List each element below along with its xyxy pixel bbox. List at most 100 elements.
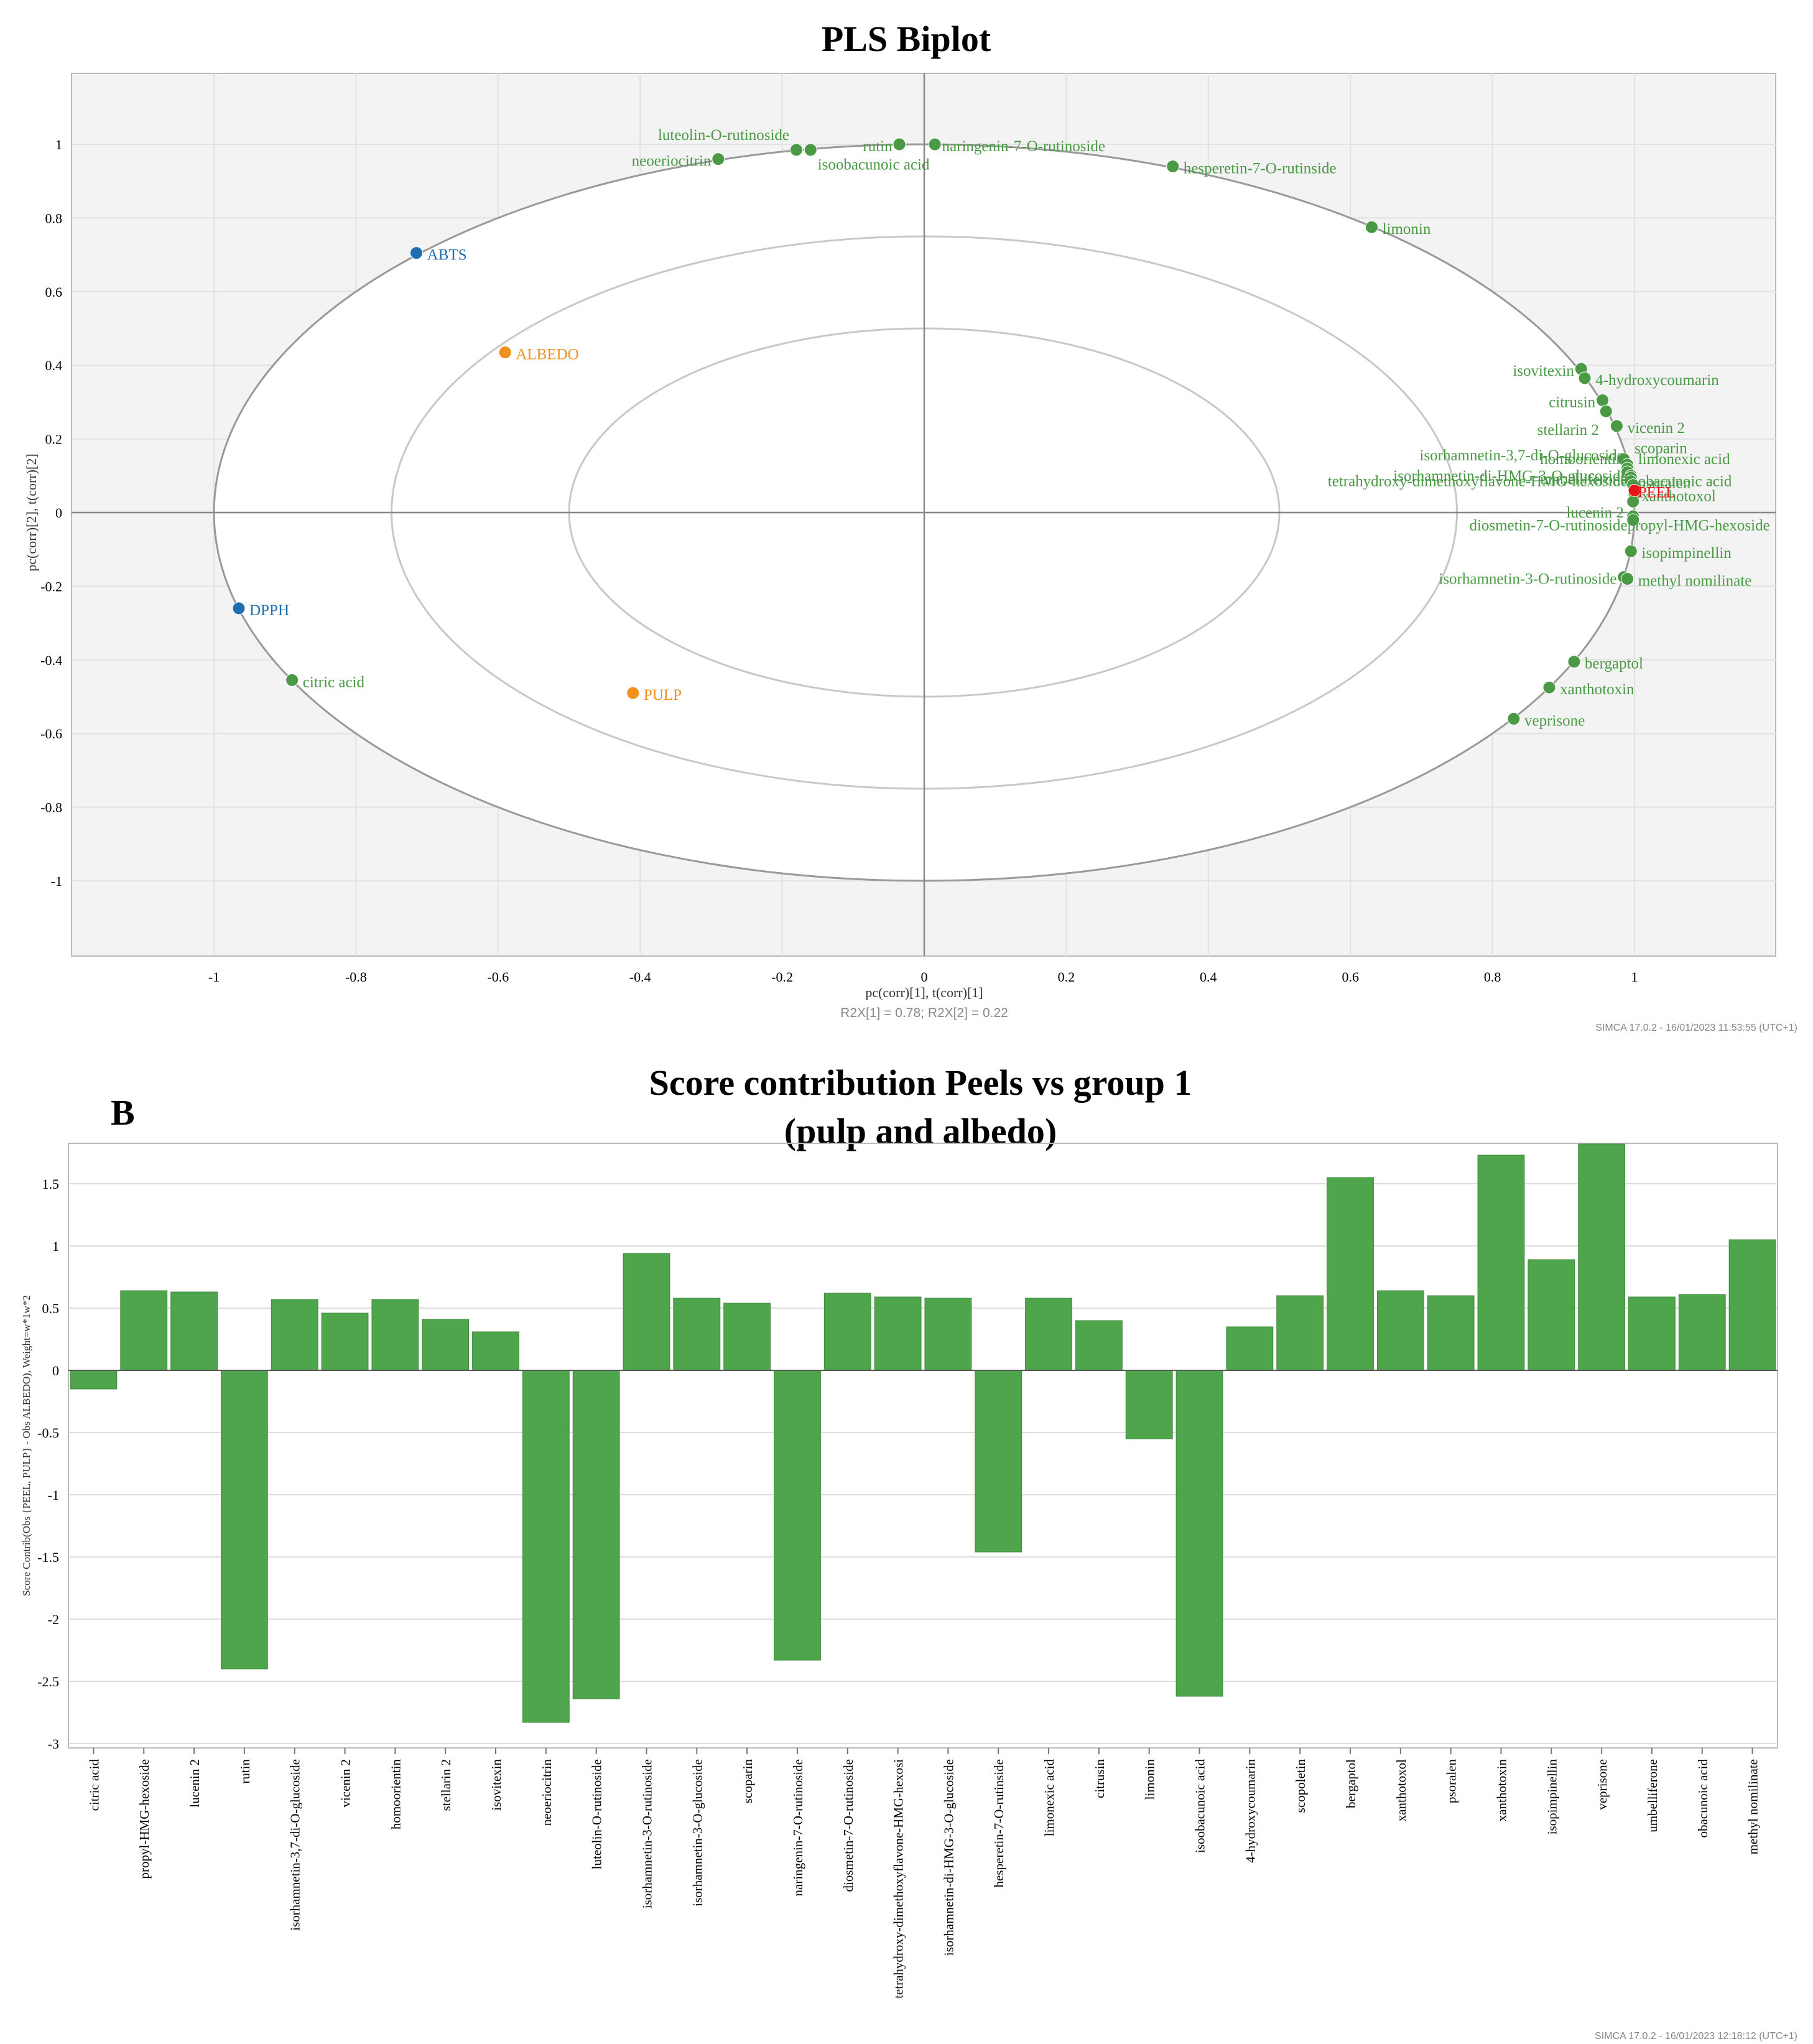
x-tick-label: isorhamnetin-3-O-rutinoside xyxy=(639,1759,654,1908)
x-tick-label: naringenin-7-O-rutinoside xyxy=(791,1759,805,1896)
bar-homoorientin xyxy=(371,1299,419,1371)
x-tick-label: 0.8 xyxy=(1484,969,1501,985)
x-tick-label: propyl-HMG-hexoside xyxy=(137,1759,152,1879)
y-tick-label: 0.4 xyxy=(45,358,63,373)
bar-isorhamnetin-3-o-glucoside xyxy=(673,1298,721,1371)
point-rutin xyxy=(893,137,906,151)
y-tick-label: -1.5 xyxy=(37,1549,59,1565)
panel-a-title: PLS Biplot xyxy=(822,19,991,59)
bar-isorhamnetin-di-hmg-3-o-glucoside xyxy=(924,1298,972,1371)
point-xanthotoxin xyxy=(1542,681,1556,694)
x-tick-label: -0.6 xyxy=(487,969,509,985)
x-tick-label: citrusin xyxy=(1092,1759,1107,1798)
y-tick-label: 0 xyxy=(55,505,62,521)
x-tick-label: xanthotoxin xyxy=(1494,1759,1509,1822)
x-tick-label: vicenin 2 xyxy=(338,1759,353,1808)
point-label: veprisone xyxy=(1524,712,1585,729)
point-methyl-nomilinate xyxy=(1621,572,1634,586)
point-label: limonin xyxy=(1383,221,1431,238)
bar-isopimpinellin xyxy=(1528,1259,1575,1371)
bar-umbelliferone xyxy=(1628,1296,1676,1371)
y-tick-label: -2.5 xyxy=(37,1674,59,1689)
point-label: lucenin 2 xyxy=(1567,504,1624,521)
point-label: psoralen xyxy=(1638,475,1691,492)
bar-isovitexin xyxy=(472,1331,519,1371)
x-tick-label: isorhamnetin-3-O-glucoside xyxy=(690,1759,705,1907)
bar-veprisone xyxy=(1578,1143,1626,1371)
x-tick-label: 1 xyxy=(1631,969,1638,985)
y-axis-label: pc(corr)[2], t(corr)[2] xyxy=(24,453,39,571)
bar-rutin xyxy=(220,1370,268,1670)
bar-tetrahydroxy-dimethoxyflavone-hmg-hexosi xyxy=(874,1296,922,1371)
panel-a-points xyxy=(232,137,1641,726)
x-tick-label: tetrahydroxy-dimethoxyflavone-HMG-hexosi xyxy=(891,1759,906,1999)
y-tick-label: -1 xyxy=(51,873,62,889)
point-label: isopimpinellin xyxy=(1641,545,1732,562)
bar-4-hydroxycoumarin xyxy=(1226,1326,1274,1371)
x-tick-label: stellarin 2 xyxy=(438,1759,453,1811)
bar-psoralen xyxy=(1427,1295,1475,1371)
point-label: citrusin xyxy=(1549,394,1595,411)
point-peel xyxy=(1628,483,1641,497)
y-tick-label: 1.5 xyxy=(42,1176,60,1192)
x-tick-label: 0.6 xyxy=(1342,969,1359,985)
point-label: isorhamnetin-di-HMG-3-O-glucoside xyxy=(1393,468,1627,485)
y-tick-label: -0.2 xyxy=(40,578,62,594)
x-tick-label: umbelliferone xyxy=(1645,1759,1660,1833)
point-label: 4-hydroxycoumarin xyxy=(1595,372,1719,389)
point-isoobacunoic-acid xyxy=(804,143,817,157)
point-isopimpinellin xyxy=(1624,544,1638,558)
bar-naringenin-7-o-rutinoside xyxy=(774,1370,821,1661)
x-tick-label: limonin xyxy=(1143,1759,1157,1800)
bar-limonin xyxy=(1125,1370,1173,1439)
point-naringenin-7-o-rutinoside xyxy=(928,137,942,151)
x-tick-label: 0.2 xyxy=(1058,969,1075,985)
x-tick-label: 0 xyxy=(921,969,928,985)
point-abts xyxy=(409,246,423,260)
point-label: scoparin xyxy=(1634,440,1687,457)
bar-hesperetin-7-o-rutinside xyxy=(975,1370,1022,1553)
x-tick-label: bergaptol xyxy=(1343,1759,1358,1808)
point-4-hydroxycoumarin xyxy=(1578,371,1592,385)
point-stellarin-2 xyxy=(1599,404,1613,418)
panel-b: Score contribution Peels vs group 1 (pulp… xyxy=(21,1062,1797,2042)
panel-b-bars xyxy=(70,1143,1776,1723)
point-vicenin-2 xyxy=(1610,419,1623,433)
x-tick-label: -0.2 xyxy=(771,969,793,985)
x-tick-label: lucenin 2 xyxy=(187,1759,202,1808)
point-label: rutin xyxy=(863,138,893,155)
bar-obacunoic-acid xyxy=(1678,1294,1726,1371)
point-label: ABTS xyxy=(427,247,467,264)
x-tick-label: diosmetin-7-O-rutinoside xyxy=(841,1759,856,1892)
x-tick-label: scopoletin xyxy=(1293,1759,1308,1813)
bar-limonexic-acid xyxy=(1025,1298,1072,1371)
bar-stellarin-2 xyxy=(422,1319,470,1371)
point-label: stellarin 2 xyxy=(1537,422,1599,439)
point-label: citric acid xyxy=(303,674,365,690)
point-label: isovitexin xyxy=(1513,363,1574,379)
point-lucenin-2 xyxy=(1626,495,1640,508)
y-tick-label: -1 xyxy=(48,1487,59,1503)
y-tick-label: -0.6 xyxy=(40,726,62,741)
y-tick-label: -3 xyxy=(48,1736,59,1752)
panel-b-plot-area xyxy=(68,1143,1778,1749)
point-label: isoobacunoic acid xyxy=(818,157,930,174)
bar-neoeriocitrin xyxy=(522,1370,570,1723)
x-tick-label: isovitexin xyxy=(489,1759,504,1811)
point-dpph xyxy=(232,602,246,615)
panel-b-title-line2: (pulp and albedo) xyxy=(784,1111,1057,1151)
x-tick-label: obacunoic acid xyxy=(1695,1759,1710,1838)
y-tick-label: -0.5 xyxy=(37,1425,59,1441)
x-tick-label: isorhamnetin-3,7-di-O-glucoside xyxy=(288,1759,303,1931)
point-label: methyl nomilinate xyxy=(1638,573,1752,590)
x-tick-label: 4-hydroxycoumarin xyxy=(1243,1759,1258,1863)
point-label: naringenin-7-O-rutinoside xyxy=(942,138,1105,155)
x-tick-label: xanthotoxol xyxy=(1394,1759,1409,1821)
x-tick-label: methyl nomilinate xyxy=(1746,1759,1761,1854)
point-label: obacunoic acid xyxy=(1638,473,1732,490)
y-axis-label: Score Contrib(Obs {PEEL, PULP} - Obs ALB… xyxy=(21,1295,32,1596)
bar-citric-acid xyxy=(70,1370,118,1390)
point-bergaptol xyxy=(1567,655,1581,669)
y-tick-label: 0.6 xyxy=(45,284,63,300)
bar-isorhamnetin-3-o-rutinoside xyxy=(623,1253,670,1371)
